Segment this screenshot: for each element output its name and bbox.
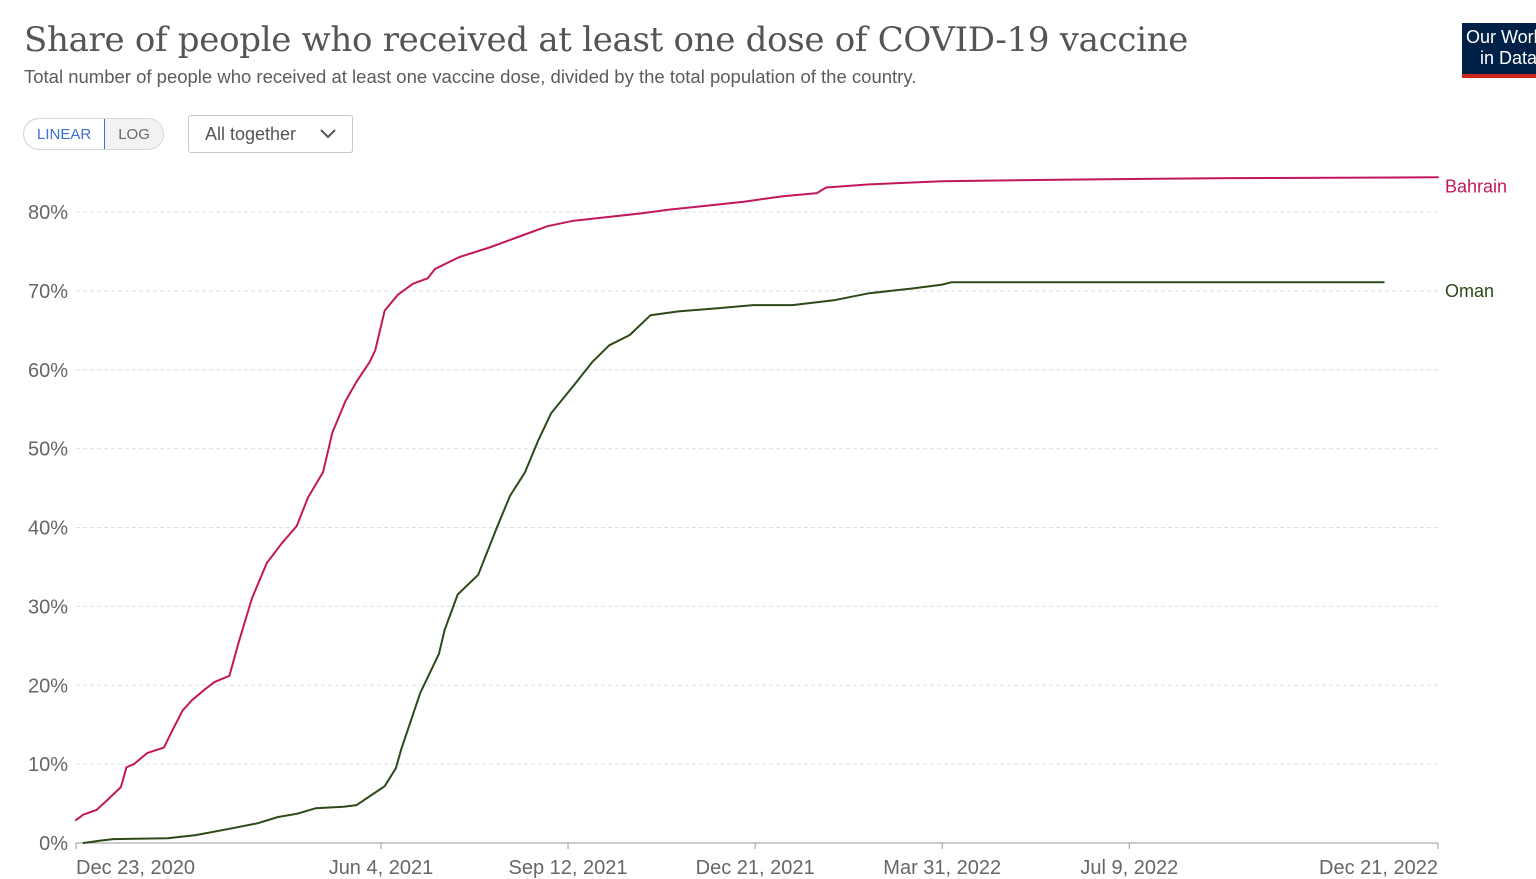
x-tick-label: Dec 23, 2020	[76, 857, 195, 879]
series-lines	[75, 176, 1439, 844]
facet-dropdown[interactable]: All together	[188, 115, 353, 153]
grid-lines	[76, 211, 1438, 765]
x-tick-label: Sep 12, 2021	[509, 857, 628, 879]
y-tick-label: 40%	[28, 518, 68, 540]
series-line-oman[interactable]	[82, 281, 1385, 844]
y-tick-label: 0%	[39, 833, 68, 855]
scale-toggle: LINEAR LOG	[23, 118, 164, 150]
y-tick-label: 20%	[28, 675, 68, 697]
y-tick-label: 50%	[28, 439, 68, 461]
y-tick-label: 80%	[28, 202, 68, 224]
series-line-bahrain[interactable]	[75, 176, 1439, 822]
linear-scale-button[interactable]: LINEAR	[23, 119, 106, 149]
chevron-down-icon	[320, 129, 336, 139]
chart-subtitle: Total number of people who received at l…	[24, 66, 917, 87]
series-labels: Bahrain Oman	[1445, 176, 1507, 301]
logo-line-1: Our World	[1466, 27, 1536, 47]
y-tick-label: 70%	[28, 281, 68, 303]
x-tick-label: Jun 4, 2021	[329, 857, 434, 879]
owid-logo[interactable]: Our World in Data	[1462, 23, 1536, 78]
series-label-bahrain[interactable]: Bahrain	[1445, 176, 1507, 196]
y-tick-label: 30%	[28, 596, 68, 618]
chart-title: Share of people who received at least on…	[24, 20, 1189, 60]
x-axis: Dec 23, 2020 Jun 4, 2021 Sep 12, 2021 Dec 2…	[75, 842, 1439, 879]
log-scale-button[interactable]: LOG	[105, 119, 163, 149]
x-tick-label: Dec 21, 2022	[1319, 857, 1438, 879]
series-label-oman[interactable]: Oman	[1445, 281, 1494, 301]
logo-line-2: in Data	[1480, 48, 1536, 68]
x-tick-label: Jul 9, 2022	[1080, 857, 1178, 879]
x-tick-label: Mar 31, 2022	[883, 857, 1001, 879]
y-tick-label: 10%	[28, 754, 68, 776]
facet-dropdown-value: All together	[205, 123, 297, 144]
x-tick-label: Dec 21, 2021	[696, 857, 815, 879]
y-axis: 0% 10% 20% 30% 40% 50% 60% 70% 80%	[28, 202, 68, 855]
y-tick-label: 60%	[28, 360, 68, 382]
